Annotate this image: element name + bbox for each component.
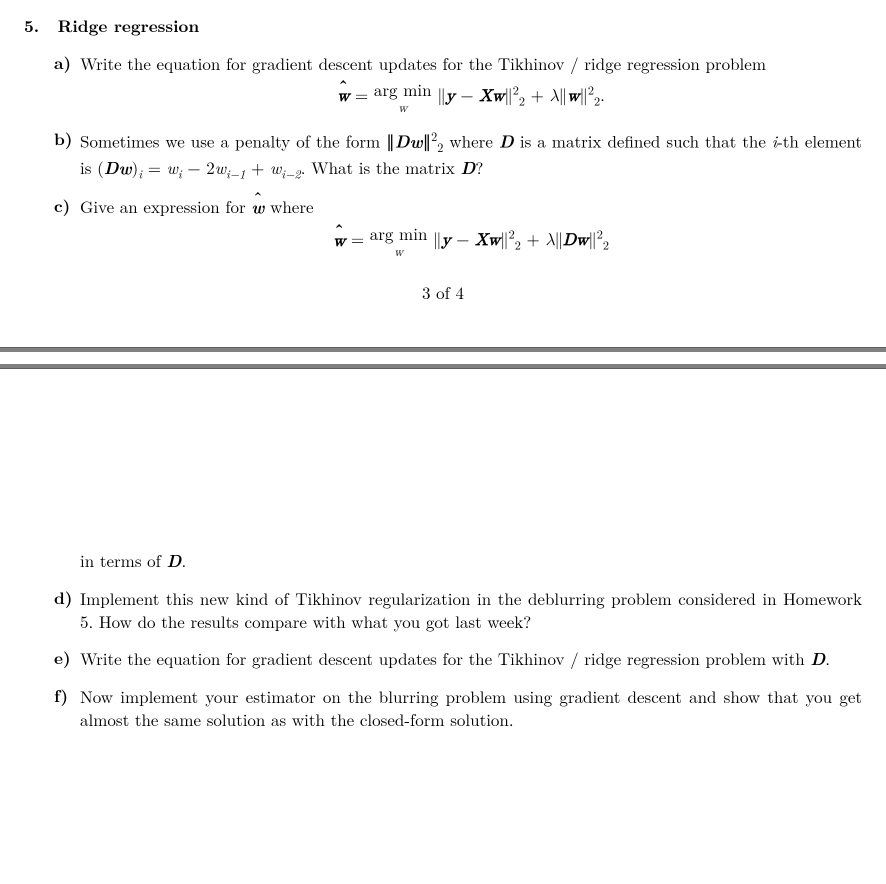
part-a-text: Write the equation for gradient descent … (80, 52, 862, 75)
page-1: 5. Ridge regression a) Write the equatio… (0, 0, 886, 347)
b-t9: + (245, 155, 270, 179)
e-t2: . (825, 646, 830, 670)
part-c-continued: in terms of D. (24, 549, 862, 573)
question-number: 5. (24, 15, 52, 38)
eq-equals: = (349, 88, 374, 105)
part-c: c) Give an expression for w where w = ar… (24, 195, 862, 258)
b-wi3: w (270, 155, 281, 179)
part-c-cont-text: in terms of D. (80, 549, 862, 573)
c-t2: where (264, 194, 313, 218)
b-im2: i−2 (281, 164, 300, 182)
ceq-amtop: arg min (370, 225, 428, 248)
eq-plus: + λ∥w∥ (525, 88, 588, 105)
b-D: D (499, 130, 514, 154)
b-t11: ? (475, 155, 483, 179)
cc-t1: in terms of (80, 548, 167, 572)
cc-D: D (167, 549, 182, 573)
page-gap (0, 347, 886, 369)
e-t1: Write the equation for gradient descent … (80, 646, 810, 670)
part-f: f) Now implement your estimator on the b… (24, 685, 862, 731)
question-header: 5. Ridge regression (24, 14, 862, 38)
ceq-n1: ∥y − Xw∥ (427, 233, 508, 250)
part-e-text: Write the equation for gradient descent … (80, 647, 862, 671)
eq-what: w (337, 86, 349, 109)
eq-argmin: arg minw (374, 81, 432, 114)
b-t4: is a matrix defined such that the (514, 129, 772, 153)
b-wi: w (167, 155, 178, 179)
b-wi2: w (215, 155, 226, 179)
c-t1: Give an expression for (80, 194, 251, 218)
part-a-label: a) (54, 52, 71, 75)
part-c-label: c) (54, 195, 70, 218)
part-d-text: Implement this new kind of Tikhinov regu… (80, 587, 862, 633)
ceq-sb2: 2 (603, 241, 609, 253)
part-c-equation: w = arg minw ∥y − Xw∥22 + λ∥Dw∥22 (80, 225, 862, 258)
c-what: w (251, 196, 264, 219)
ceq-plus: + λ∥Dw∥ (521, 233, 597, 250)
eq-argmin-top: arg min (374, 81, 432, 104)
ceq-what: w (333, 231, 345, 254)
b-t2: ∥ (423, 129, 432, 153)
part-f-text: Now implement your estimator on the blur… (80, 685, 862, 731)
part-e: e) Write the equation for gradient desce… (24, 647, 862, 671)
part-a-equation: w = arg minw ∥y − Xw∥22 + λ∥w∥22. (80, 81, 862, 114)
eq-period: . (600, 88, 605, 105)
b-t7: = (142, 155, 167, 179)
b-t10: . What is the matrix (301, 155, 461, 179)
page-2-top-spacer (24, 379, 862, 549)
eq-argmin-sub: w (374, 104, 432, 114)
ceq-eq: = (345, 233, 370, 250)
b-Dw: Dw (395, 130, 423, 154)
ceq-amsub: w (370, 248, 428, 258)
eq-norm1: ∥y − Xw∥ (432, 88, 513, 105)
part-d: d) Implement this new kind of Tikhinov r… (24, 587, 862, 633)
part-e-label: e) (54, 647, 71, 670)
b-Dw2: Dw (104, 156, 132, 180)
b-D2: D (460, 156, 475, 180)
page-2: in terms of D. d) Implement this new kin… (0, 369, 886, 765)
ceq-argmin: arg minw (370, 225, 428, 258)
part-c-text: Give an expression for w where (80, 195, 862, 219)
part-b-text: Sometimes we use a penalty of the form ∥… (80, 128, 862, 181)
question-title: Ridge regression (58, 14, 200, 38)
cc-t2: . (181, 548, 186, 572)
b-t8: − 2 (182, 155, 215, 179)
part-f-label: f) (54, 685, 68, 708)
page-footer: 3 of 4 (24, 281, 862, 304)
b-im1: i−1 (226, 164, 245, 182)
e-D: D (810, 647, 825, 671)
part-a: a) Write the equation for gradient desce… (24, 52, 862, 114)
part-d-label: d) (54, 587, 72, 610)
part-b-label: b) (54, 128, 72, 151)
b-t3: where (443, 129, 499, 153)
b-t1: Sometimes we use a penalty of the form ∥ (80, 129, 395, 153)
part-b: b) Sometimes we use a penalty of the for… (24, 128, 862, 181)
